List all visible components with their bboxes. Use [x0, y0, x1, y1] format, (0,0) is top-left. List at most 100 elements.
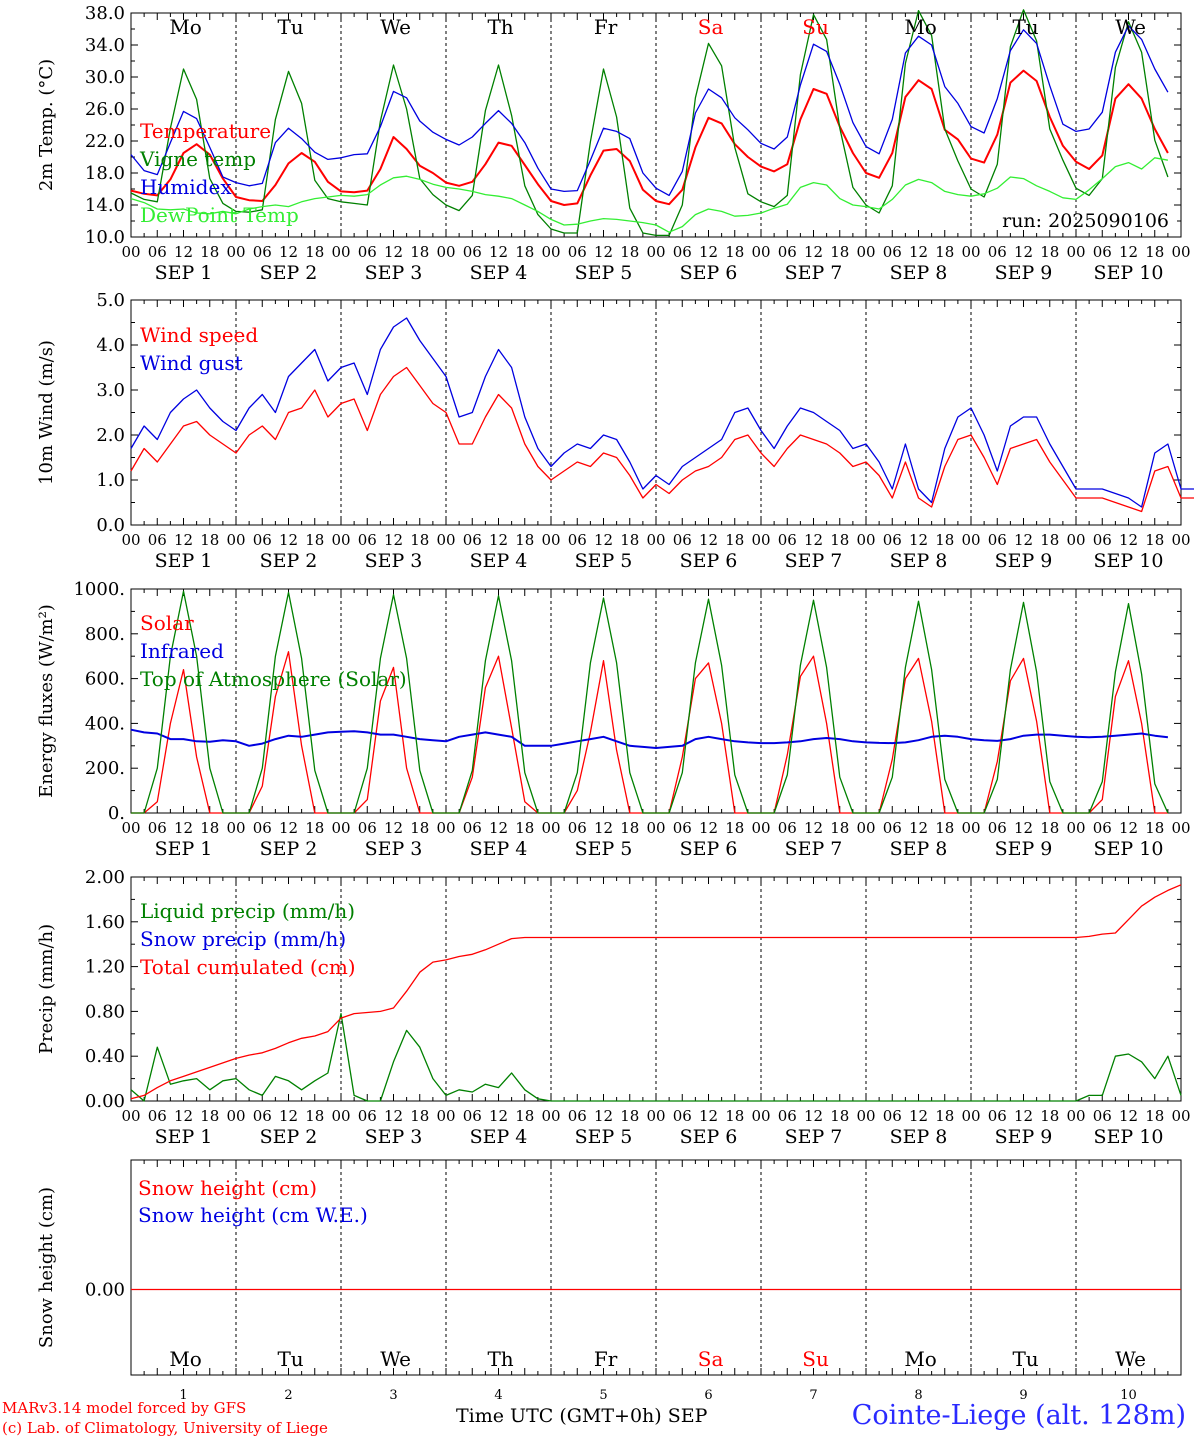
- series-wind-gust: [130, 317, 1194, 508]
- y-axis-label: Snow height (cm): [36, 1187, 57, 1348]
- date-label: SEP 5: [575, 550, 633, 572]
- hour-tick-label: 06: [778, 531, 797, 549]
- date-label: SEP 8: [890, 1126, 948, 1148]
- date-label: SEP 2: [260, 550, 318, 572]
- hour-tick-label: 06: [148, 1107, 167, 1125]
- hour-tick-label: 18: [830, 243, 849, 261]
- hour-tick-label: 06: [148, 243, 167, 261]
- hour-tick-label: 12: [384, 531, 403, 549]
- panel-frame-energy: [130, 588, 1182, 814]
- lab-credit: (c) Lab. of Climatology, University of L…: [2, 1419, 328, 1437]
- day-number: 5: [599, 1388, 607, 1400]
- series-dewpoint-temp: [130, 157, 1169, 233]
- date-label: SEP 4: [470, 838, 528, 860]
- day-name: Tu: [277, 15, 303, 39]
- hour-tick-label: 06: [988, 243, 1007, 261]
- hour-tick-label: 00: [751, 243, 770, 261]
- station-label: Cointe-Liege (alt. 128m): [851, 1400, 1186, 1431]
- hour-tick-label: 00: [1171, 1107, 1190, 1125]
- hour-tick-label: 00: [646, 1107, 665, 1125]
- hour-tick-label: 12: [279, 1107, 298, 1125]
- hour-tick-label: 12: [174, 1107, 193, 1125]
- day-name: Tu: [1012, 1347, 1038, 1371]
- day-name: We: [380, 1347, 411, 1371]
- hour-tick-label: 18: [935, 243, 954, 261]
- hour-tick-label: 18: [725, 1107, 744, 1125]
- hour-tick-label: 18: [200, 243, 219, 261]
- hour-tick-label: 00: [121, 243, 140, 261]
- date-label: SEP 5: [575, 262, 633, 284]
- date-label: SEP 4: [470, 1126, 528, 1148]
- hour-tick-label: 06: [253, 1107, 272, 1125]
- legend-entry: Snow precip (mm/h): [140, 927, 346, 951]
- y-axis-label: Precip (mm/h): [36, 924, 57, 1054]
- y-tick-label: 10.0: [85, 227, 125, 248]
- hour-tick-label: 00: [646, 531, 665, 549]
- hour-tick-label: 18: [410, 819, 429, 837]
- hour-tick-label: 06: [778, 819, 797, 837]
- date-label: SEP 3: [365, 262, 423, 284]
- hour-tick-label: 18: [725, 819, 744, 837]
- hour-tick-label: 06: [148, 531, 167, 549]
- date-label: SEP 10: [1094, 1126, 1164, 1148]
- legend-entry: Snow height (cm W.E.): [138, 1203, 368, 1227]
- day-name: Su: [802, 1347, 829, 1371]
- date-label: SEP 3: [365, 550, 423, 572]
- hour-tick-label: 00: [436, 243, 455, 261]
- date-label: SEP 1: [155, 550, 213, 572]
- day-number: 7: [809, 1388, 817, 1400]
- hour-tick-label: 00: [1066, 243, 1085, 261]
- y-tick-label: 1.0: [96, 470, 125, 491]
- hour-tick-label: 18: [515, 531, 534, 549]
- hour-tick-label: 12: [1119, 243, 1138, 261]
- y-tick-label: 1000.: [73, 579, 125, 600]
- hour-tick-label: 06: [568, 1107, 587, 1125]
- y-tick-label: 0.40: [85, 1046, 125, 1067]
- series-total-cumulated-cm-: [130, 884, 1182, 1100]
- day-name: Mo: [904, 1347, 937, 1371]
- hour-tick-label: 06: [778, 243, 797, 261]
- hour-tick-label: 18: [515, 819, 534, 837]
- hour-tick-label: 00: [541, 531, 560, 549]
- hour-tick-label: 18: [200, 1107, 219, 1125]
- hour-tick-label: 00: [331, 243, 350, 261]
- hour-tick-label: 18: [1145, 1107, 1164, 1125]
- legend-entry: Humidex: [140, 175, 232, 199]
- day-name: Th: [487, 1347, 513, 1371]
- hour-tick-label: 12: [594, 243, 613, 261]
- y-tick-label: 30.0: [85, 67, 125, 88]
- date-label: SEP 8: [890, 550, 948, 572]
- y-tick-label: 38.0: [85, 3, 125, 24]
- day-name: We: [1115, 1347, 1146, 1371]
- y-tick-label: 200.: [85, 758, 125, 779]
- hour-tick-label: 00: [961, 531, 980, 549]
- series-humidex: [130, 25, 1169, 197]
- hour-tick-label: 00: [646, 819, 665, 837]
- hour-tick-label: 00: [961, 243, 980, 261]
- y-tick-label: 4.0: [96, 335, 125, 356]
- date-label: SEP 5: [575, 1126, 633, 1148]
- hour-tick-label: 00: [226, 1107, 245, 1125]
- hour-tick-label: 06: [883, 1107, 902, 1125]
- hour-tick-label: 12: [1119, 531, 1138, 549]
- hour-tick-label: 18: [410, 243, 429, 261]
- hour-tick-label: 00: [541, 819, 560, 837]
- legend-entry: Infrared: [140, 639, 224, 663]
- date-label: SEP 9: [995, 1126, 1053, 1148]
- hour-tick-label: 06: [148, 819, 167, 837]
- y-axis-label: Energy fluxes (W/m²): [36, 604, 57, 798]
- hour-tick-label: 06: [883, 243, 902, 261]
- day-name: Tu: [277, 1347, 303, 1371]
- y-axis-label: 10m Wind (m/s): [36, 340, 57, 485]
- hour-tick-label: 12: [699, 243, 718, 261]
- legend-entry: Total cumulated (cm): [140, 955, 356, 979]
- date-label: SEP 7: [785, 1126, 843, 1148]
- hour-tick-label: 12: [909, 243, 928, 261]
- hour-tick-label: 12: [279, 243, 298, 261]
- date-label: SEP 6: [680, 262, 738, 284]
- hour-tick-label: 00: [331, 819, 350, 837]
- series-temperature: [130, 69, 1169, 206]
- day-number: 4: [494, 1388, 502, 1400]
- hour-tick-label: 12: [699, 1107, 718, 1125]
- hour-tick-label: 00: [436, 531, 455, 549]
